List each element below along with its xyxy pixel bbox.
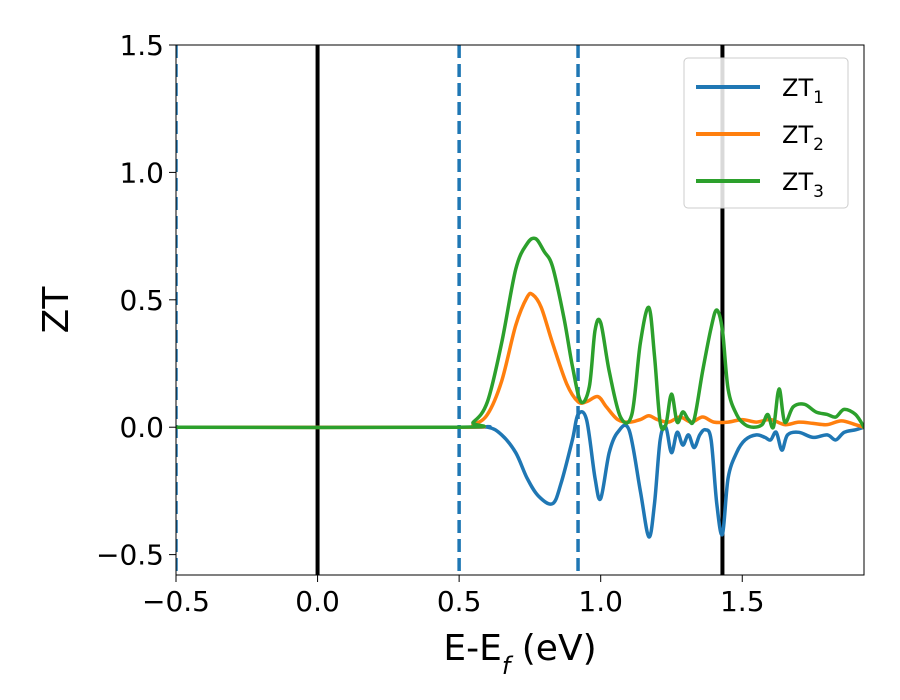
- x-tick-label: −0.5: [142, 585, 210, 618]
- x-axis-title-unit: (eV): [510, 628, 596, 669]
- legend: ZT1 ZT2 ZT3: [683, 57, 849, 209]
- x-tick-label: 0.0: [295, 585, 340, 618]
- y-tick-label: −0.5: [96, 539, 164, 572]
- series-line-zt3: [176, 236, 864, 432]
- legend-label-zt3: ZT3: [782, 168, 824, 202]
- series-line-zt2: [176, 291, 864, 430]
- plot-frame: [175, 44, 865, 576]
- x-tick-label: 1.5: [720, 585, 765, 618]
- x-axis-title: E-Ef (eV): [443, 628, 596, 680]
- legend-label-zt1: ZT1: [782, 74, 824, 108]
- legend-box: [683, 57, 849, 209]
- legend-label-zt2: ZT2: [782, 121, 824, 155]
- y-tick-label: 1.5: [119, 29, 164, 62]
- y-axis-title: ZT: [36, 286, 77, 334]
- y-tick-label: 0.5: [119, 284, 164, 317]
- x-tick-label: 1.0: [578, 585, 623, 618]
- series-line-zt1: [176, 410, 864, 539]
- x-axis-title-main: E-E: [443, 628, 501, 669]
- x-tick-label: 0.5: [437, 585, 482, 618]
- y-tick-label: 1.0: [119, 156, 164, 189]
- y-tick-label: 0.0: [119, 411, 164, 444]
